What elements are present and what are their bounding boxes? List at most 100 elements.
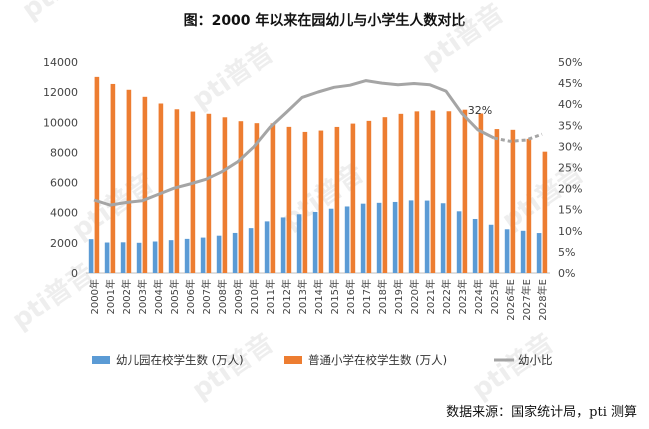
chart-title: 图：2000 年以来在园幼儿与小学生人数对比 xyxy=(183,13,466,29)
y-right-tick-label: 5% xyxy=(558,246,575,259)
x-tick-label: 2018年 xyxy=(376,279,389,314)
y-right-tick-label: 20% xyxy=(558,183,582,196)
y-left-tick-label: 14000 xyxy=(43,56,78,69)
legend-label: 幼儿园在校学生数 (万人) xyxy=(116,353,244,367)
x-tick-label: 2013年 xyxy=(296,279,309,314)
kindergarten-bar xyxy=(536,233,542,273)
y-right-tick-label: 0% xyxy=(558,267,575,280)
y-left-tick-label: 10000 xyxy=(43,116,78,129)
primary-school-bar xyxy=(430,110,436,273)
x-tick-label: 2006年 xyxy=(184,279,197,314)
primary-school-bar xyxy=(398,113,404,273)
kindergarten-bar xyxy=(312,211,318,273)
kindergarten-bar xyxy=(440,203,446,273)
kindergarten-bar xyxy=(424,200,430,273)
primary-school-bar xyxy=(238,121,244,274)
primary-school-bar xyxy=(158,103,164,273)
primary-school-bar xyxy=(462,109,468,273)
primary-school-bar xyxy=(366,120,372,273)
y-left-tick-label: 12000 xyxy=(43,86,78,99)
primary-school-bar xyxy=(318,130,324,273)
legend: 幼儿园在校学生数 (万人) 普通小学在校学生数 (万人) 幼小比 xyxy=(92,353,553,367)
ratio-data-label: 32% xyxy=(468,104,492,117)
kindergarten-bar xyxy=(296,214,302,273)
x-tick-label: 2028年E xyxy=(536,279,549,321)
kindergarten-bar xyxy=(88,239,94,273)
kindergarten-bar xyxy=(344,206,350,273)
primary-school-bar xyxy=(414,111,420,274)
x-tick-label: 2024年 xyxy=(472,279,485,314)
x-tick-label: 2001年 xyxy=(104,279,117,314)
watermark-text: pti普音 xyxy=(16,0,109,26)
kindergarten-bar xyxy=(392,201,398,273)
primary-school-bar xyxy=(526,138,532,273)
kindergarten-bar xyxy=(472,218,478,273)
x-tick-label: 2020年 xyxy=(408,279,421,314)
kindergarten-bar xyxy=(280,217,286,273)
x-tick-label: 2026年E xyxy=(504,279,517,321)
ratio-line-forecast xyxy=(493,132,543,143)
primary-school-bar xyxy=(494,129,500,273)
primary-school-bar xyxy=(142,96,148,273)
axes-layer: 0 2000 4000 6000 8000 10000 12000 14000 0% 5% 10% 1… xyxy=(43,56,582,321)
primary-school-bar xyxy=(222,117,228,273)
x-tick-label: 2007年 xyxy=(200,279,213,314)
primary-school-bar xyxy=(254,123,260,273)
legend-label: 普通小学在校学生数 (万人) xyxy=(308,353,447,367)
primary-school-bar xyxy=(510,129,516,273)
kindergarten-bar xyxy=(104,242,110,273)
ratio-line-actual xyxy=(93,79,495,207)
x-tick-label: 2019年 xyxy=(392,279,405,314)
bars-layer xyxy=(88,76,548,274)
primary-school-bar xyxy=(110,83,116,273)
kindergarten-bar xyxy=(264,221,270,273)
y-right-tick-label: 25% xyxy=(558,162,582,175)
data-source-note: 数据来源：国家统计局，pti 测算 xyxy=(446,405,637,420)
y-left-tick-label: 4000 xyxy=(50,207,78,220)
watermark-text: pti普音 xyxy=(416,0,509,76)
primary-school-bar xyxy=(446,111,452,274)
x-tick-label: 2015年 xyxy=(328,279,341,314)
primary-school-bar xyxy=(286,126,292,273)
x-tick-label: 2011年 xyxy=(264,279,277,314)
x-tick-label: 2017年 xyxy=(360,279,373,314)
x-tick-label: 2010年 xyxy=(248,279,261,314)
y-right-tick-label: 35% xyxy=(558,119,582,132)
kindergarten-bar xyxy=(328,208,334,273)
kindergarten-bar xyxy=(136,242,142,273)
x-tick-label: 2008年 xyxy=(216,279,229,314)
primary-school-bar xyxy=(542,151,548,273)
x-tick-label: 2016年 xyxy=(344,279,357,314)
legend-swatch xyxy=(92,356,110,364)
kindergarten-bar xyxy=(232,232,238,273)
x-tick-label: 2003年 xyxy=(136,279,149,314)
kindergarten-bar xyxy=(216,235,222,273)
primary-school-bar xyxy=(382,117,388,273)
x-tick-label: 2022年 xyxy=(440,279,453,314)
y-right-tick-label: 30% xyxy=(558,140,582,153)
watermark-text: pti普音 xyxy=(186,38,279,116)
kindergarten-bar xyxy=(152,241,158,273)
kindergarten-bar xyxy=(408,200,414,273)
line-layer xyxy=(93,79,543,207)
legend-label: 幼小比 xyxy=(518,353,553,367)
legend-swatch xyxy=(284,356,302,364)
watermark-text: pti普音 xyxy=(6,258,99,336)
primary-school-bar xyxy=(94,76,100,273)
y-right-tick-label: 15% xyxy=(558,204,582,217)
y-left-tick-label: 8000 xyxy=(50,146,78,159)
kindergarten-bar xyxy=(376,202,382,273)
y-right-tick-label: 50% xyxy=(558,56,582,69)
labels-layer: 32% xyxy=(468,104,492,117)
kindergarten-bar xyxy=(360,203,366,273)
y-left-tick-label: 2000 xyxy=(50,237,78,250)
y-right-tick-label: 45% xyxy=(558,77,582,90)
kindergarten-bar xyxy=(184,238,190,273)
kindergarten-bar xyxy=(456,211,462,273)
kindergarten-bar xyxy=(200,237,206,273)
kindergarten-bar xyxy=(488,224,494,273)
primary-school-bar xyxy=(206,113,212,273)
x-tick-label: 2000年 xyxy=(88,279,101,314)
